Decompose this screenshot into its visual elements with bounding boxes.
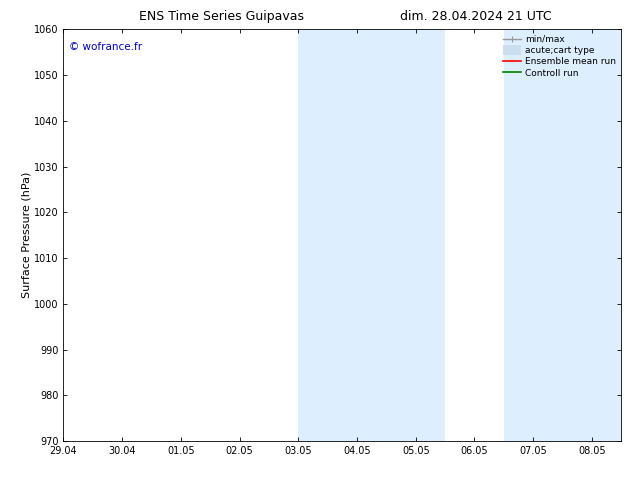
Legend: min/max, acute;cart type, Ensemble mean run, Controll run: min/max, acute;cart type, Ensemble mean … [500,32,619,80]
Bar [299,29,386,441]
Text: ENS Time Series Guipavas: ENS Time Series Guipavas [139,10,304,23]
Text: © wofrance.fr: © wofrance.fr [69,42,142,52]
Y-axis label: Surface Pressure (hPa): Surface Pressure (hPa) [21,172,31,298]
Bar [504,29,621,441]
Text: dim. 28.04.2024 21 UTC: dim. 28.04.2024 21 UTC [399,10,552,23]
Bar [386,29,445,441]
